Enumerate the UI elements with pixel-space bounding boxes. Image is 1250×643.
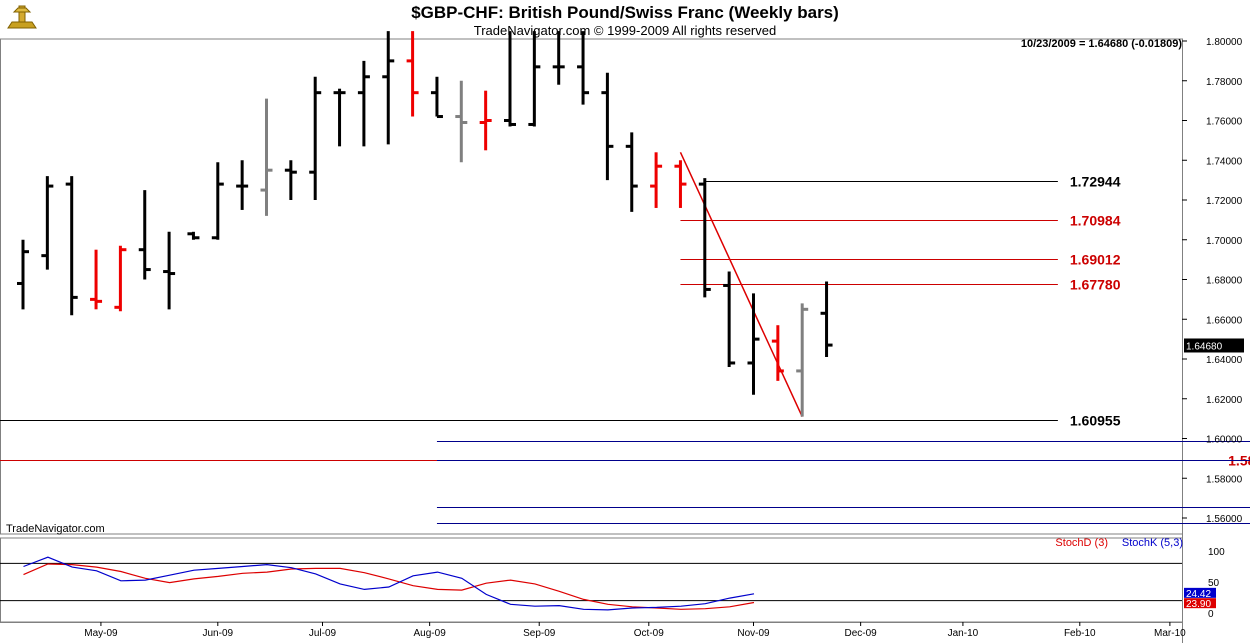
ohlc-bar (625, 132, 638, 212)
fib-levels: 1.729441.709841.690121.677801.609551.598… (0, 174, 1250, 524)
legend-stochk: StochK (5,3) (1122, 537, 1183, 549)
ohlc-bar (747, 293, 760, 395)
ohlc-bar (406, 31, 419, 117)
level-label: 1.72944 (1070, 174, 1121, 190)
price-tick-label: 1.74000 (1206, 156, 1243, 167)
ohlc-bar (309, 76, 322, 200)
ohlc-bar (65, 176, 78, 316)
ohlc-bar (504, 31, 516, 127)
last-price-label: 1.64680 (1186, 341, 1223, 352)
ohlc-bar (698, 178, 711, 298)
copyright-text: TradeNavigator.com © 1999-2009 All right… (474, 23, 776, 38)
ohlc-bar (90, 249, 103, 310)
date-tick-label: Jul-09 (309, 628, 337, 639)
level-label: 1.70984 (1070, 213, 1121, 229)
ohlc-bar (17, 239, 29, 310)
ohlc-bar (577, 31, 590, 105)
axes: 1.56000 1.58000 1.60000 1.62000 1.64000 1.660… (84, 37, 1244, 639)
ohlc-bar (674, 160, 687, 208)
ohlc-bar (138, 190, 151, 280)
stoch-tick-label: 50 (1208, 578, 1220, 589)
downtrend-line (679, 151, 803, 417)
date-tick-label: Sep-09 (523, 628, 556, 639)
date-tick-label: Oct-09 (634, 628, 664, 639)
ohlc-bar (236, 160, 249, 210)
price-tick-label: 1.58000 (1206, 474, 1243, 485)
date-tick-label: Feb-10 (1064, 628, 1096, 639)
ohlc-bar (357, 60, 370, 147)
ohlc-bar (771, 325, 784, 381)
ohlc-bar (163, 231, 176, 310)
price-tick-label: 1.60000 (1206, 435, 1243, 446)
ohlc-bar (650, 152, 663, 208)
price-tick-label: 1.68000 (1206, 276, 1243, 287)
stoch-tick-label: 100 (1208, 547, 1225, 558)
level-label: 1.67780 (1070, 277, 1121, 293)
ohlc-bar (723, 271, 736, 367)
price-tick-label: 1.62000 (1206, 395, 1243, 406)
stochd-tag (1184, 598, 1216, 609)
ohlc-bar (796, 303, 809, 417)
stochk-last: 24.42 (1186, 589, 1211, 600)
price-tick-label: 1.78000 (1206, 77, 1243, 88)
price-tick-label: 1.72000 (1206, 196, 1243, 207)
chart-title: $GBP-CHF: British Pound/Swiss Franc (Wee… (411, 3, 839, 22)
ohlc-bar (187, 231, 200, 240)
price-tick-label: 1.56000 (1206, 514, 1243, 525)
ohlc-bar (382, 31, 395, 145)
ohlc-bar (430, 76, 443, 119)
date-tick-label: Jan-10 (948, 628, 979, 639)
ohlc-bar (333, 88, 346, 147)
ohlc-bar (601, 72, 614, 181)
ohlc-bar (284, 160, 297, 200)
price-bars (17, 31, 833, 417)
date-tick-label: Aug-09 (414, 628, 447, 639)
ohlc-bar (211, 162, 224, 240)
date-tick-label: Dec-09 (845, 628, 878, 639)
ohlc-bar (479, 90, 492, 151)
ohlc-bar (528, 31, 541, 127)
price-tick-label: 1.80000 (1206, 37, 1243, 48)
ohlc-bar (41, 176, 54, 270)
trendline (679, 151, 803, 417)
ohlc-bar (455, 80, 468, 163)
stochd-last: 23.90 (1186, 599, 1211, 610)
ohlc-bar (260, 98, 273, 216)
price-tick-label: 1.76000 (1206, 117, 1243, 128)
watermark-text: TradeNavigator.com (6, 523, 105, 535)
date-tick-label: Mar-10 (1154, 628, 1186, 639)
level-label: 1.60955 (1070, 413, 1121, 429)
stochk-tag (1184, 587, 1216, 598)
stoch-tick-label: 0 (1208, 609, 1214, 620)
ohlc-bar (114, 245, 127, 312)
price-tick-label: 1.70000 (1206, 236, 1243, 247)
legend-stochd: StochD (3) (1055, 537, 1108, 549)
trade-navigator-logo-icon (7, 5, 37, 29)
date-tick-label: May-09 (84, 628, 118, 639)
level-label: 1.69012 (1070, 252, 1121, 268)
price-tick-label: 1.64000 (1206, 355, 1243, 366)
stoch-series-line (23, 556, 755, 611)
last-quote: 10/23/2009 = 1.64680 (-0.01809) (1021, 38, 1182, 50)
ohlc-bar (552, 31, 565, 85)
last-price-tag (1184, 338, 1244, 353)
price-tick-label: 1.66000 (1206, 315, 1243, 326)
ohlc-bar (820, 281, 833, 358)
date-tick-label: Jun-09 (203, 628, 234, 639)
stoch-series-line (23, 563, 755, 610)
date-tick-label: Nov-09 (737, 628, 770, 639)
chart-frame (0, 38, 1183, 643)
